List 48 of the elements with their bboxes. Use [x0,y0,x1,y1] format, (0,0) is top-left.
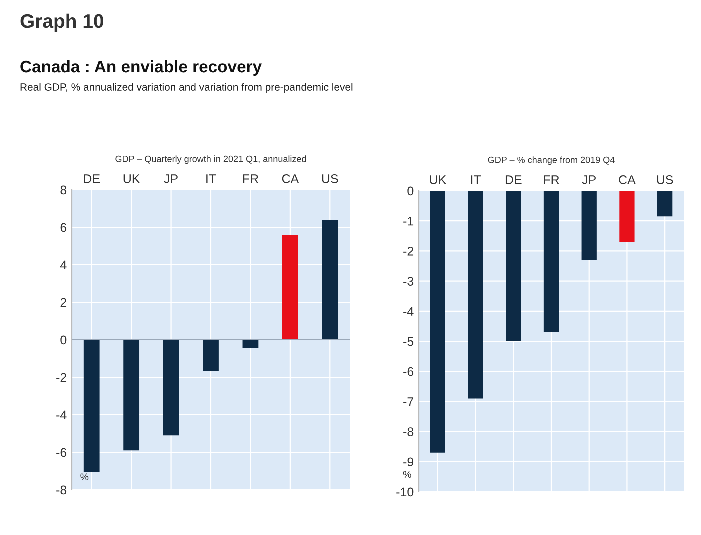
y-tick-label: -8 [56,486,67,495]
x-tick-label: DE [506,176,522,184]
chart-title: GDP – % change from 2019 Q4 [488,156,615,166]
x-tick-label: FR [544,176,560,184]
bar [84,340,100,472]
y-axis-title: % [80,474,89,481]
bar [242,340,259,348]
y-tick-label: -3 [404,277,414,286]
bar [203,340,219,371]
y-tick-label: -2 [56,373,67,382]
y-tick-label: -10 [396,488,414,497]
x-tick-label: JP [164,174,178,184]
x-tick-label: CA [619,176,636,184]
x-tick-label: FR [243,174,258,184]
y-tick-label: 6 [60,223,67,232]
y-tick-label: 4 [60,260,67,270]
bar [282,235,298,340]
y-axis-title: % [403,471,412,478]
x-tick-label: IT [206,174,216,184]
y-tick-label: -6 [404,367,414,376]
y-tick-label: -7 [404,398,414,406]
y-tick-label: 0 [408,186,414,196]
y-tick-label: -2 [404,247,414,256]
text: Canada : An enviable recovery [20,60,262,76]
y-tick-label: 2 [60,298,67,308]
bar [124,340,140,451]
x-tick-label: US [657,176,674,184]
y-tick-label: -4 [56,410,67,420]
bar [163,340,180,436]
y-tick-label: -4 [404,307,414,316]
x-tick-label: CA [282,174,300,184]
text: Real GDP, % annualized variation and variation from pre-pandemic level [20,83,353,93]
chart-title: GDP – Quarterly growth in 2021 Q1, annualized [116,156,306,164]
y-tick-label: -5 [404,337,414,346]
x-tick-label: UK [124,174,140,184]
y-tick-label: -6 [56,448,67,458]
x-tick-label: US [322,174,338,184]
y-tick-label: 0 [60,336,67,345]
x-tick-label: JP [582,176,596,184]
caption: Graph 10 [20,14,104,32]
x-tick-label: UK [430,176,446,184]
x-tick-label: IT [471,176,482,184]
bar [322,220,338,340]
y-tick-label: 8 [60,186,67,195]
y-tick-label: -9 [404,458,414,467]
x-tick-label: DE [84,174,100,184]
y-tick-label: -8 [404,428,414,436]
y-tick-label: -1 [404,217,414,226]
